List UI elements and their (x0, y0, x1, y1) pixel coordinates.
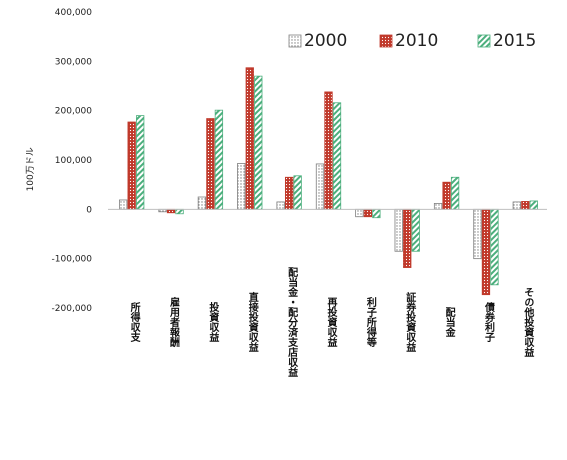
y-tick-label: 200,000 (55, 107, 92, 117)
bar-2000 (433, 203, 443, 210)
bar-2010 (206, 118, 215, 210)
y-tick-label: -100,000 (52, 255, 93, 265)
legend-swatch-2015 (477, 34, 491, 48)
bar-2000 (119, 199, 128, 210)
bar-2015 (136, 115, 145, 210)
category-label: その他投資収益 (522, 287, 535, 357)
category-label: 再投資収益 (325, 297, 337, 347)
y-tick-label: -200,000 (52, 304, 93, 314)
legend-label: 2000 (304, 31, 347, 51)
bar-2000 (315, 163, 325, 210)
bar-2010 (403, 208, 412, 268)
bar-2010 (481, 208, 491, 296)
legend-label: 2015 (493, 31, 536, 51)
bar-2000 (197, 196, 207, 210)
bar-2015 (372, 208, 381, 219)
y-axis-label: 100万ドル (26, 147, 36, 191)
bar-2015 (411, 208, 420, 252)
bar-2010 (245, 67, 254, 210)
y-tick-label: 100,000 (55, 156, 92, 166)
bar-2010 (284, 176, 294, 210)
bar-2010 (127, 121, 136, 210)
category-label: 利子所得等 (364, 296, 377, 348)
y-tick-label: 300,000 (55, 57, 92, 67)
category-label: 配当金 (443, 307, 456, 337)
bar-2015 (254, 75, 263, 210)
bar-2010 (521, 201, 530, 210)
y-tick-label: 0 (86, 205, 92, 215)
bar-2015 (175, 208, 184, 215)
bar-2015 (214, 109, 224, 210)
bar-2000 (394, 208, 403, 252)
bar-2015 (332, 102, 342, 210)
bar-2000 (276, 201, 285, 210)
bar-2010 (363, 208, 373, 218)
bar-2010 (442, 181, 451, 210)
bar-2000 (512, 201, 521, 210)
category-label: 証券投資収益 (404, 291, 417, 352)
y-tick-label: 400,000 (55, 8, 92, 18)
category-label: 投資収益 (207, 301, 219, 342)
bar-2010 (324, 91, 333, 210)
bar-2000 (473, 208, 482, 260)
category-label: 直接投資収益 (246, 291, 258, 352)
bar-2010 (166, 208, 176, 214)
bar-2000 (237, 163, 246, 210)
bar-2000 (355, 208, 364, 218)
bar-2015 (450, 176, 460, 210)
category-label: 債券利子 (482, 301, 495, 343)
bar-2015 (490, 208, 499, 286)
category-label: 所得収支 (128, 301, 141, 343)
bar-2015 (293, 175, 302, 210)
legend-label: 2010 (395, 31, 438, 51)
bar-2015 (529, 200, 538, 210)
legend-swatch-2000 (288, 34, 302, 48)
category-label: 雇用者報酬 (168, 296, 181, 348)
legend-swatch-2010 (379, 34, 393, 48)
category-label: 配当金・配分済支店収益 (286, 267, 299, 377)
